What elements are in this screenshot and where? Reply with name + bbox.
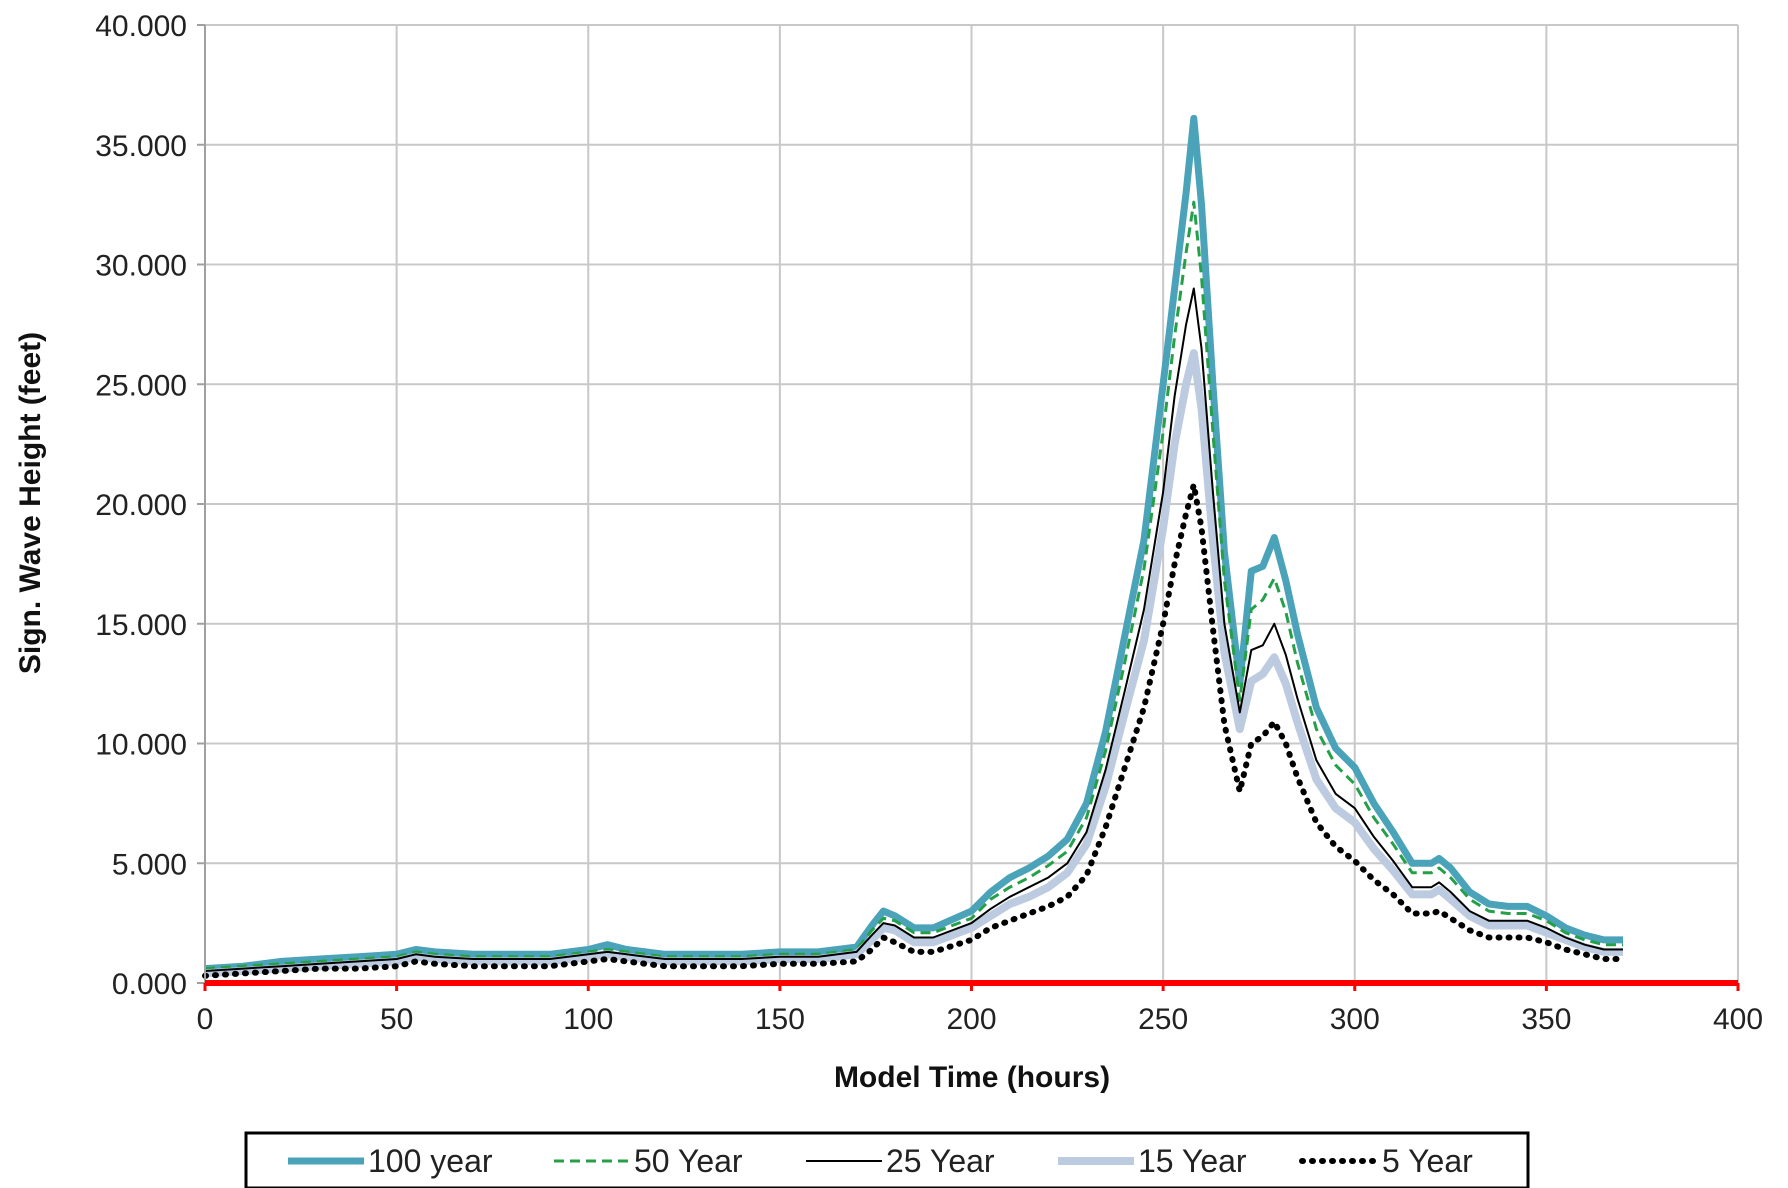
x-tick-label: 50: [380, 1003, 413, 1036]
y-tick-label: 10.000: [95, 729, 187, 762]
y-tick-label: 35.000: [95, 130, 187, 163]
y-tick-label: 15.000: [95, 609, 187, 642]
y-tick-label: 25.000: [95, 369, 187, 402]
legend-label: 100 year: [368, 1143, 493, 1179]
x-tick-label: 300: [1330, 1003, 1380, 1036]
y-tick-label: 0.000: [112, 968, 187, 1001]
legend-label: 5 Year: [1382, 1143, 1473, 1179]
x-tick-label: 400: [1713, 1003, 1763, 1036]
x-tick-label: 0: [197, 1003, 214, 1036]
x-tick-label: 350: [1521, 1003, 1571, 1036]
tick-labels: 0.000 5.000 10.000 15.000 20.000 25.000 30.000…: [95, 10, 1763, 1036]
series-line-100-year: [204, 114, 1623, 973]
y-tick-label: 5.000: [112, 848, 187, 881]
y-tick-label: 40.000: [95, 10, 187, 43]
legend-label: 25 Year: [886, 1143, 995, 1179]
y-axis-title: Sign. Wave Height (feet): [14, 332, 47, 674]
x-tick-label: 100: [563, 1003, 613, 1036]
x-tick-label: 250: [1138, 1003, 1188, 1036]
series-line-50-year: [204, 200, 1623, 971]
x-tick-label: 150: [755, 1003, 805, 1036]
series-line-15-year: [204, 349, 1623, 978]
axes: [197, 24, 1740, 991]
x-tick-label: 200: [946, 1003, 996, 1036]
y-tick-label: 30.000: [95, 250, 187, 283]
legend-label: 15 Year: [1138, 1143, 1247, 1179]
series-line-5-year: [202, 481, 1626, 979]
x-axis-title: Model Time (hours): [834, 1061, 1110, 1094]
legend: 100 year 50 Year 25 Year 15 Year 5 Year: [244, 1131, 1530, 1188]
series-lines: [202, 114, 1626, 979]
legend-label: 50 Year: [634, 1143, 743, 1179]
y-tick-label: 20.000: [95, 489, 187, 522]
series-line-25-year: [204, 287, 1623, 972]
